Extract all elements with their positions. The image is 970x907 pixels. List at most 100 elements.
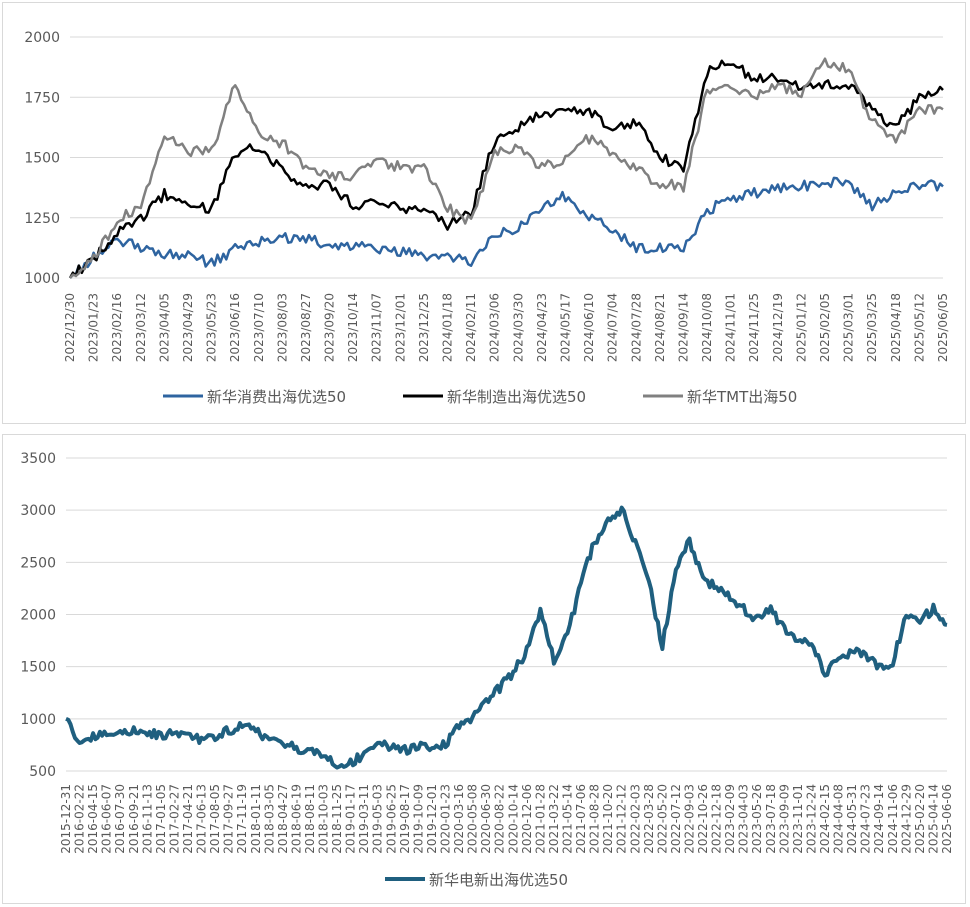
x-tick-label: 2023/01/23 [87, 293, 101, 362]
x-tick-label: 2024/01/18 [441, 293, 455, 362]
x-tick-label: 2024/03/30 [511, 293, 525, 362]
x-tick-label: 2024/11/25 [747, 293, 761, 362]
x-tick-label: 2018-03-05 [262, 784, 276, 854]
chart-panel-bottom: 500 1000 1500 2000 2500 3000 3500 2015-12-31 201… [2, 434, 966, 904]
x-tick-label: 2020-08-22 [493, 784, 507, 854]
x-tick-label: 2023-09-09 [777, 784, 791, 854]
x-tick-label: 2022-02-03 [628, 784, 642, 854]
x-tick-label: 2020-01-23 [439, 784, 453, 854]
x-tick-label: 2025/02/05 [818, 293, 832, 362]
top-chart-svg: 1000 1250 1500 1750 2000 2022/12/30 2023/01/23… [24, 30, 950, 406]
x-tick-label: 2022-05-20 [655, 784, 669, 854]
legend-label: 新华电新出海优选50 [429, 871, 568, 889]
x-tick-label: 2015-12-31 [59, 784, 73, 854]
y-tick-label: 1500 [20, 660, 56, 676]
series-line-3 [69, 57, 944, 279]
x-tick-label: 2025/04/18 [889, 293, 903, 362]
x-tick-label: 2022-10-26 [696, 784, 710, 854]
x-tick-label: 2022-03-28 [642, 784, 656, 854]
x-tick-label: 2016-02-22 [73, 784, 87, 854]
x-tick-label: 2019-03-11 [357, 784, 371, 854]
x-tick-label: 2024-12-29 [899, 784, 913, 854]
x-tick-label: 2017-06-13 [195, 784, 209, 854]
legend-label: 新华消费出海优选50 [207, 388, 346, 406]
x-tick-label: 2018-10-03 [317, 784, 331, 854]
x-tick-label: 2021-05-14 [560, 784, 574, 854]
x-tick-label: 2024/09/14 [676, 293, 690, 362]
x-tick-label: 2023-04-03 [737, 784, 751, 854]
x-tick-label: 2023-02-09 [723, 784, 737, 854]
y-tick-label: 1000 [20, 712, 56, 728]
x-tick-label: 2018-01-11 [249, 784, 263, 854]
x-tick-label: 2019-10-09 [411, 784, 425, 854]
x-tick-label: 2025-06-06 [940, 784, 954, 854]
x-tick-label: 2024/11/01 [724, 293, 738, 362]
x-tick-label: 2021-01-28 [533, 784, 547, 854]
x-tick-label: 2020-10-14 [506, 784, 520, 854]
x-tick-label: 2024-02-15 [818, 784, 832, 854]
x-tick-label: 2019-06-25 [384, 784, 398, 854]
x-tick-label: 2023-11-01 [791, 784, 805, 854]
x-tick-label: 2021-07-06 [574, 784, 588, 854]
x-tick-label: 2023-12-24 [804, 784, 818, 854]
x-tick-label: 2017-09-27 [222, 784, 236, 854]
x-tick-label: 2024-11-06 [886, 784, 900, 854]
x-tick-label: 2023-05-26 [750, 784, 764, 854]
series-line-1 [65, 505, 948, 770]
x-tick-label: 2022-09-03 [682, 784, 696, 854]
x-tick-label: 2017-01-05 [154, 784, 168, 854]
x-tick-label: 2024-05-31 [845, 784, 859, 854]
y-tick-label: 2500 [20, 555, 56, 571]
x-tick-label: 2025-04-14 [926, 784, 940, 854]
x-tick-label: 2024/04/23 [535, 293, 549, 362]
x-tick-label: 2023/02/16 [110, 293, 124, 362]
x-tick-label: 2020-12-06 [520, 784, 534, 854]
x-tick-label: 2023/12/25 [417, 293, 431, 362]
x-tick-label: 2022-12-18 [710, 784, 724, 854]
x-tick-label: 2016-06-07 [100, 784, 114, 854]
y-tick-label: 1500 [24, 151, 60, 167]
x-tick-label: 2019-08-17 [398, 784, 412, 854]
x-tick-label: 2020-03-16 [452, 784, 466, 854]
x-tick-label: 2023/08/27 [299, 293, 313, 362]
legend-label: 新华TMT出海50 [687, 388, 797, 406]
x-tick-label: 2023/11/07 [370, 293, 384, 362]
x-tick-label: 2024/10/08 [700, 293, 714, 362]
x-tick-label: 2023/07/10 [252, 293, 266, 362]
y-tick-label: 1750 [24, 90, 60, 106]
x-tick-label: 2023-07-18 [764, 784, 778, 854]
y-tick-label: 2000 [20, 608, 56, 624]
x-tick-label: 2024/03/06 [488, 293, 502, 362]
x-tick-label: 2017-11-19 [235, 784, 249, 854]
x-tick-label: 2024/05/17 [558, 293, 572, 362]
x-tick-label: 2023/09/20 [323, 293, 337, 362]
x-tick-label: 2023/04/29 [181, 293, 195, 362]
x-tick-label: 2025/05/12 [912, 293, 926, 362]
y-tick-label: 2000 [24, 30, 60, 46]
x-tick-label: 2018-08-11 [303, 784, 317, 854]
x-tick-label: 2021-10-20 [601, 784, 615, 854]
x-tick-label: 2018-11-25 [330, 784, 344, 854]
x-tick-label: 2024-04-08 [832, 784, 846, 854]
series-line-1 [69, 176, 944, 279]
x-tick-label: 2023/08/03 [275, 293, 289, 362]
x-tick-label: 2019-05-03 [371, 784, 385, 854]
x-tick-label: 2016-07-30 [113, 784, 127, 854]
legend-label: 新华制造出海优选50 [447, 388, 586, 406]
x-tick-label: 2025-02-20 [913, 784, 927, 854]
x-tick-label: 2022-07-12 [669, 784, 683, 854]
x-tick-label: 2017-08-05 [208, 784, 222, 854]
x-tick-label: 2018-04-27 [276, 784, 290, 854]
y-tick-label: 1250 [24, 211, 60, 227]
x-tick-label: 2016-11-13 [140, 784, 154, 854]
x-tick-label: 2019-12-01 [425, 784, 439, 854]
x-tick-label: 2023/10/14 [346, 293, 360, 362]
x-tick-label: 2016-09-21 [127, 784, 141, 854]
x-tick-label: 2025/06/05 [936, 293, 950, 362]
x-tick-label: 2025/03/01 [842, 293, 856, 362]
x-tick-label: 2024/07/04 [606, 293, 620, 362]
x-tick-label: 2017-04-21 [181, 784, 195, 854]
series-line-2 [68, 59, 944, 279]
y-tick-label: 500 [29, 764, 56, 780]
